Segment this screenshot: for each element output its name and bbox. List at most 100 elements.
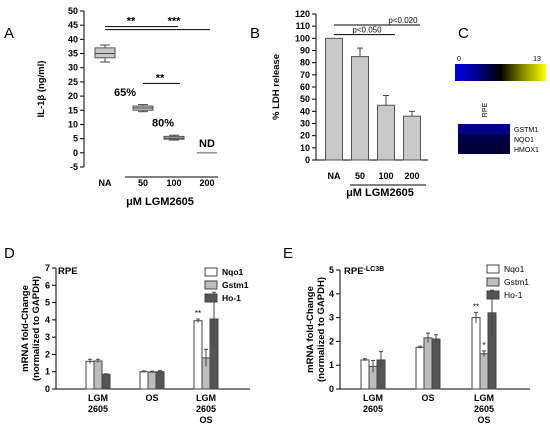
y-tick-label: 45: [68, 20, 78, 30]
panel-letter-d: D: [4, 245, 15, 262]
heatmap-row-label: NQO1: [514, 137, 534, 144]
bar: [423, 337, 433, 390]
legend-label: Gstm1: [222, 280, 249, 290]
x-category-label: LGM: [196, 393, 216, 403]
bar: [193, 320, 203, 390]
y-tick-label: 100: [295, 33, 310, 43]
y-tick-label: 120: [295, 9, 310, 19]
x-axis-title: μM LGM2605: [346, 187, 414, 199]
x-category-label: 2605: [196, 404, 216, 414]
x-category-label: 200: [404, 171, 419, 181]
y-axis-label: mRNA fold-Change: [305, 286, 316, 373]
y-tick-label: 40: [68, 34, 78, 44]
legend-swatch: [486, 264, 500, 274]
panel-letter-b: B: [250, 25, 260, 42]
significance-label: ***: [168, 16, 182, 28]
y-axis-label: mRNA fold-Change: [20, 285, 31, 372]
y-tick-label: 3: [329, 313, 334, 323]
y-tick-label: 4: [329, 289, 334, 299]
bar: [93, 360, 103, 390]
x-category-label: 50: [355, 171, 365, 181]
legend-label: Gstm1: [504, 277, 529, 287]
legend-label: Nqo1: [222, 267, 244, 277]
significance-star: **: [473, 302, 479, 311]
significance-label: **: [156, 72, 165, 84]
y-tick-label: 10: [68, 119, 78, 129]
y-tick-label: 30: [300, 119, 310, 129]
y-tick-label: 70: [300, 70, 310, 80]
heatmap-row-label: HMOX1: [514, 147, 539, 154]
bar: [471, 317, 481, 390]
panel-d-bar-chart: 0 1 2 3 4 5 6 7 mRNA fold-Change (normalized to G…: [20, 263, 250, 425]
legend-swatch: [486, 277, 500, 287]
y-tick-label: 40: [300, 106, 310, 116]
y-tick-label: 0: [329, 384, 334, 394]
x-category-label: NA: [328, 171, 341, 181]
y-tick-label: 3: [45, 332, 50, 342]
panel-e-bar-chart: 0 1 2 3 4 5 mRNA fold-Change (normalized to GAP…: [305, 264, 530, 425]
x-category-label: 2605: [88, 404, 108, 414]
y-tick-label: 110: [295, 21, 310, 31]
bar: [351, 56, 369, 161]
y-tick-label: 35: [68, 49, 78, 59]
panel-letters: A B C D E: [4, 25, 469, 262]
y-axis-label-2: (normalized to GAPDH): [316, 277, 327, 382]
significance-label: p<0.020: [388, 16, 418, 25]
x-category-label: LGM: [88, 393, 108, 403]
x-category-label: 100: [378, 171, 393, 181]
y-tick-label: 20: [68, 91, 78, 101]
x-category-label: LGM: [474, 393, 494, 403]
panel-letter-a: A: [4, 25, 14, 42]
heatmap-cell: [458, 124, 510, 134]
bar: [377, 104, 395, 161]
bar: [139, 371, 149, 390]
y-tick-label: 60: [300, 82, 310, 92]
box-percent-label: 80%: [152, 117, 174, 129]
bar: [415, 346, 425, 390]
x-category-label: OS: [145, 393, 158, 403]
box-percent-label: ND: [199, 138, 215, 150]
legend-label: Ho-1: [504, 290, 523, 300]
heatmap-column-label: RPE: [482, 102, 489, 117]
heatmap-row-label: GSTM1: [514, 127, 538, 134]
y-tick-label: 90: [300, 46, 310, 56]
bar: [155, 371, 165, 390]
y-tick-label: 1: [329, 360, 334, 370]
panel-title: RPE-LC3B: [344, 266, 384, 278]
heatmap-cell: [458, 134, 510, 144]
y-axis-label: % LDH release: [271, 54, 282, 120]
significance-star: **: [195, 309, 201, 318]
legend-swatch: [486, 290, 500, 300]
legend-swatch: [204, 267, 218, 277]
bar: [101, 373, 111, 390]
x-category-label: OS: [421, 393, 434, 403]
panel-b-bar-chart: 0 10 20 30 40 50 60 70 80 90 100 110 120 % LDH releas…: [271, 9, 428, 199]
significance-star: *: [482, 341, 485, 350]
x-category-label: 2605: [474, 404, 494, 414]
panel-a-box-plot: -5 0 5 10 15 20 25 30 35 40 45 50 IL-1β (ng/ml) NA 65%…: [36, 6, 218, 208]
color-scale-bar: [455, 64, 546, 81]
y-tick-label: 30: [68, 63, 78, 73]
x-category-label: NA: [99, 178, 112, 188]
y-tick-label: 0: [73, 148, 78, 158]
y-tick-label: 20: [300, 131, 310, 141]
bar: [85, 360, 95, 390]
y-tick-label: 2: [329, 336, 334, 346]
panel-title-superscript: -LC3B: [364, 266, 385, 273]
significance-label: p<0.050: [352, 26, 382, 35]
x-category-label: 100: [166, 178, 181, 188]
y-axis-label: IL-1β (ng/ml): [36, 61, 47, 118]
legend-label: Nqo1: [504, 264, 525, 274]
x-axis-title: μM LGM2605: [126, 196, 194, 208]
y-tick-label: 4: [45, 315, 50, 325]
y-tick-label: 5: [45, 298, 50, 308]
bar: [147, 371, 157, 390]
y-tick-label: 6: [45, 280, 50, 290]
panel-c-heatmap: 0 13 RPE GSTM1 NQO1 HMOX1: [455, 56, 546, 154]
panel-letter-c: C: [458, 25, 469, 42]
y-tick-label: 7: [45, 263, 50, 273]
y-tick-label: 50: [300, 94, 310, 104]
y-tick-label: 10: [300, 143, 310, 153]
x-category-label: 200: [199, 178, 214, 188]
